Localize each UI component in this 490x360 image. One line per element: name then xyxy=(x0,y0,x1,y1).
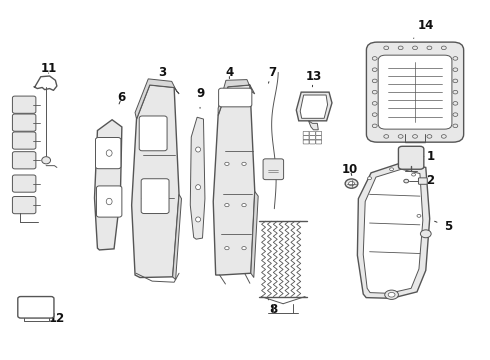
Ellipse shape xyxy=(453,57,458,60)
FancyBboxPatch shape xyxy=(310,136,316,140)
Polygon shape xyxy=(190,117,205,239)
FancyBboxPatch shape xyxy=(139,116,167,151)
FancyBboxPatch shape xyxy=(12,175,36,192)
Ellipse shape xyxy=(427,46,432,50)
Ellipse shape xyxy=(242,203,246,207)
Polygon shape xyxy=(218,80,255,116)
Ellipse shape xyxy=(398,135,403,138)
Ellipse shape xyxy=(453,102,458,105)
FancyBboxPatch shape xyxy=(303,140,309,144)
Polygon shape xyxy=(95,120,122,250)
FancyBboxPatch shape xyxy=(97,186,122,217)
Ellipse shape xyxy=(453,124,458,128)
FancyBboxPatch shape xyxy=(141,179,169,213)
FancyBboxPatch shape xyxy=(18,297,54,318)
Ellipse shape xyxy=(453,90,458,94)
Ellipse shape xyxy=(372,90,377,94)
Ellipse shape xyxy=(372,68,377,72)
Ellipse shape xyxy=(196,147,200,152)
Ellipse shape xyxy=(413,135,417,138)
Polygon shape xyxy=(172,194,181,280)
Ellipse shape xyxy=(441,135,446,138)
Ellipse shape xyxy=(453,68,458,72)
Ellipse shape xyxy=(42,157,50,164)
Polygon shape xyxy=(251,192,258,278)
Ellipse shape xyxy=(384,46,389,50)
Text: 3: 3 xyxy=(155,66,166,81)
FancyBboxPatch shape xyxy=(316,140,322,144)
Ellipse shape xyxy=(388,292,395,297)
FancyBboxPatch shape xyxy=(12,96,36,113)
Ellipse shape xyxy=(225,162,229,166)
Text: 8: 8 xyxy=(268,299,277,316)
Ellipse shape xyxy=(441,46,446,50)
Ellipse shape xyxy=(390,168,393,171)
Ellipse shape xyxy=(413,46,417,50)
Ellipse shape xyxy=(398,46,403,50)
Ellipse shape xyxy=(196,217,200,222)
Ellipse shape xyxy=(225,203,229,207)
Ellipse shape xyxy=(453,79,458,83)
Ellipse shape xyxy=(417,215,421,217)
Ellipse shape xyxy=(420,230,431,238)
Ellipse shape xyxy=(372,102,377,105)
Ellipse shape xyxy=(106,150,112,156)
Ellipse shape xyxy=(348,181,354,186)
Text: 13: 13 xyxy=(305,69,321,87)
Polygon shape xyxy=(135,79,179,119)
Ellipse shape xyxy=(412,173,416,176)
Polygon shape xyxy=(300,95,328,118)
Ellipse shape xyxy=(453,113,458,116)
Text: 1: 1 xyxy=(422,150,435,163)
Text: 11: 11 xyxy=(41,62,57,75)
FancyBboxPatch shape xyxy=(367,42,464,142)
Text: 2: 2 xyxy=(422,174,435,186)
FancyBboxPatch shape xyxy=(12,114,36,131)
FancyBboxPatch shape xyxy=(310,140,316,144)
Polygon shape xyxy=(363,169,423,293)
Polygon shape xyxy=(309,121,318,130)
Ellipse shape xyxy=(372,124,377,128)
Ellipse shape xyxy=(368,177,371,180)
Text: 5: 5 xyxy=(435,220,452,233)
Ellipse shape xyxy=(242,162,246,166)
Polygon shape xyxy=(296,92,332,121)
Text: 7: 7 xyxy=(268,66,276,83)
FancyBboxPatch shape xyxy=(12,197,36,214)
FancyBboxPatch shape xyxy=(310,131,316,135)
Text: 12: 12 xyxy=(45,309,65,325)
FancyBboxPatch shape xyxy=(316,136,322,140)
Ellipse shape xyxy=(372,57,377,60)
Polygon shape xyxy=(132,85,179,278)
FancyBboxPatch shape xyxy=(12,132,36,149)
Text: 6: 6 xyxy=(118,91,126,104)
Ellipse shape xyxy=(385,290,398,300)
Text: 14: 14 xyxy=(414,19,434,39)
Ellipse shape xyxy=(242,247,246,250)
FancyBboxPatch shape xyxy=(263,159,284,180)
FancyBboxPatch shape xyxy=(303,136,309,140)
Text: 9: 9 xyxy=(196,87,204,108)
Text: 10: 10 xyxy=(342,163,358,176)
FancyBboxPatch shape xyxy=(398,146,424,169)
Ellipse shape xyxy=(106,198,112,205)
FancyBboxPatch shape xyxy=(378,55,452,129)
FancyBboxPatch shape xyxy=(303,131,309,135)
Ellipse shape xyxy=(384,135,389,138)
Ellipse shape xyxy=(225,247,229,250)
Polygon shape xyxy=(213,85,255,275)
FancyBboxPatch shape xyxy=(12,152,36,169)
Ellipse shape xyxy=(345,179,358,188)
FancyBboxPatch shape xyxy=(418,178,427,184)
Ellipse shape xyxy=(404,179,409,183)
Polygon shape xyxy=(357,163,430,298)
Ellipse shape xyxy=(372,79,377,83)
Ellipse shape xyxy=(427,135,432,138)
FancyBboxPatch shape xyxy=(316,131,322,135)
Ellipse shape xyxy=(196,185,200,190)
FancyBboxPatch shape xyxy=(219,88,252,107)
FancyBboxPatch shape xyxy=(96,138,121,169)
Ellipse shape xyxy=(372,113,377,116)
Text: 4: 4 xyxy=(225,66,234,79)
